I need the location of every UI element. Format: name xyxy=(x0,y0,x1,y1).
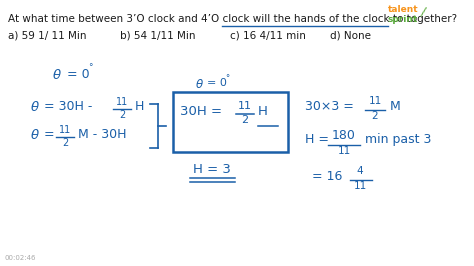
Text: = 16: = 16 xyxy=(312,170,342,183)
Text: d) None: d) None xyxy=(330,30,371,40)
Text: min past 3: min past 3 xyxy=(365,133,431,146)
Text: c) 16 4/11 min: c) 16 4/11 min xyxy=(230,30,306,40)
Text: /: / xyxy=(420,5,428,19)
Text: 2: 2 xyxy=(119,110,125,120)
Text: 30×3 =: 30×3 = xyxy=(305,100,354,113)
Text: =: = xyxy=(44,128,55,141)
Text: M: M xyxy=(390,100,401,113)
Text: H = 3: H = 3 xyxy=(193,163,231,176)
Text: = 0: = 0 xyxy=(67,68,90,81)
Text: At what time between 3’O clock and 4’O clock will the hands of the clock to toge: At what time between 3’O clock and 4’O c… xyxy=(8,14,457,24)
Text: 11: 11 xyxy=(368,96,382,106)
Text: 180: 180 xyxy=(332,129,356,142)
Text: H: H xyxy=(135,100,145,113)
Text: 11: 11 xyxy=(59,125,71,135)
Text: 11: 11 xyxy=(238,101,252,111)
Text: = 0: = 0 xyxy=(207,78,227,88)
Text: H =: H = xyxy=(305,133,329,146)
Text: talent: talent xyxy=(388,5,419,14)
Text: 11: 11 xyxy=(337,146,351,156)
Text: 4: 4 xyxy=(357,166,363,176)
Text: $\theta$: $\theta$ xyxy=(195,78,204,91)
Text: 2: 2 xyxy=(241,115,248,125)
Text: °: ° xyxy=(225,74,229,83)
Text: $\theta$: $\theta$ xyxy=(30,100,40,114)
Text: a) 59 1/ 11 Min: a) 59 1/ 11 Min xyxy=(8,30,86,40)
Text: = 30H -: = 30H - xyxy=(44,100,92,113)
Text: 11: 11 xyxy=(116,97,128,107)
Text: $\theta$: $\theta$ xyxy=(30,128,40,142)
Text: 11: 11 xyxy=(354,181,366,191)
Text: sprint: sprint xyxy=(388,15,418,24)
Text: 30H =: 30H = xyxy=(180,105,222,118)
Text: 00:02:46: 00:02:46 xyxy=(5,255,36,261)
Text: 2: 2 xyxy=(62,138,68,148)
Text: $\theta$: $\theta$ xyxy=(52,68,62,82)
Text: M - 30H: M - 30H xyxy=(78,128,127,141)
Bar xyxy=(173,92,288,152)
Text: H: H xyxy=(258,105,268,118)
Text: 2: 2 xyxy=(372,111,378,121)
Text: °: ° xyxy=(88,63,92,72)
Text: b) 54 1/11 Min: b) 54 1/11 Min xyxy=(120,30,195,40)
